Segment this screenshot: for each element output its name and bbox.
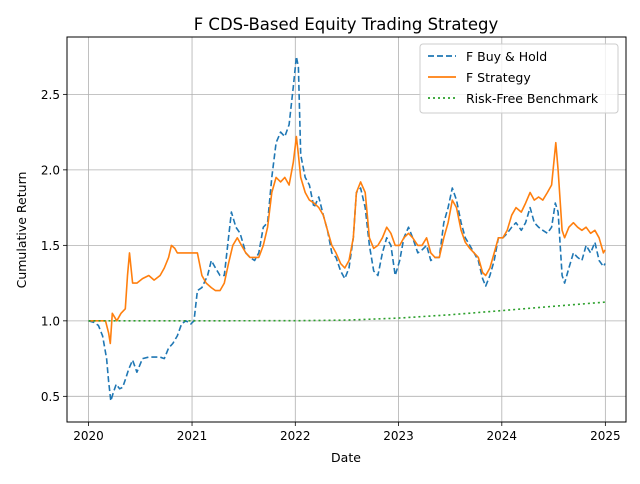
x-tick-label: 2025	[590, 429, 621, 443]
legend-box	[419, 43, 619, 114]
x-tick-label: 2023	[383, 429, 414, 443]
x-axis-label: Date	[331, 450, 361, 465]
legend: F Buy & Hold F Strategy Risk-Free Benchm…	[419, 43, 619, 114]
chart-title: F CDS-Based Equity Trading Strategy	[194, 15, 499, 34]
legend-label-risk-free: Risk-Free Benchmark	[466, 91, 599, 106]
x-tick-label: 2020	[73, 429, 104, 443]
y-tick-label: 2.5	[41, 88, 60, 102]
y-tick-label: 2.0	[41, 163, 60, 177]
x-tick-label: 2021	[177, 429, 208, 443]
series-layer	[88, 55, 606, 402]
y-tick-label: 1.5	[41, 239, 60, 253]
plot-frame	[66, 36, 627, 423]
y-tick-label: 0.5	[41, 390, 60, 404]
y-axis-label: Cumulative Return	[14, 172, 29, 289]
series-line-strategy	[88, 135, 606, 345]
legend-label-buy-hold: F Buy & Hold	[466, 49, 547, 64]
x-tick-label: 2022	[280, 429, 311, 443]
series-line-buy-hold	[88, 55, 606, 402]
x-tick-label: 2024	[487, 429, 518, 443]
series-line-risk-free	[88, 301, 606, 322]
legend-label-strategy: F Strategy	[466, 70, 531, 85]
axis-ticks: 2020 2021 2022 2023 2024 2025 0.5 1.0 1.5 2.0 2.5	[41, 88, 621, 443]
y-tick-label: 1.0	[41, 314, 60, 328]
